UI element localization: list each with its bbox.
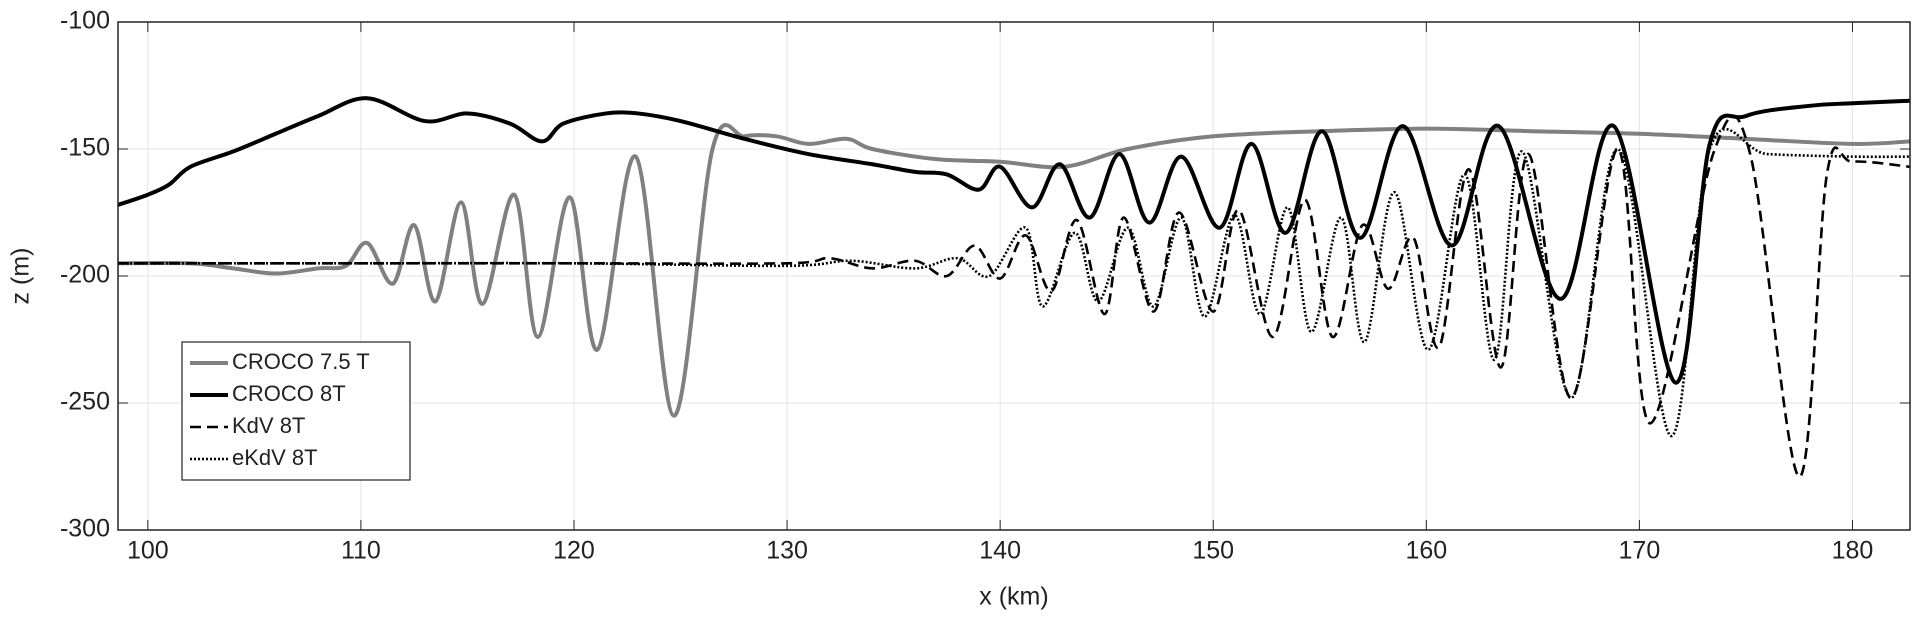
data-line bbox=[118, 114, 1910, 478]
plot-frame bbox=[117, 21, 1911, 531]
data-line bbox=[118, 123, 1910, 418]
x-tick-label: 100 bbox=[127, 537, 169, 565]
y-axis-label: z (m) bbox=[7, 248, 35, 305]
y-tick-label: -300 bbox=[60, 515, 110, 543]
legend-label: CROCO 8T bbox=[232, 381, 346, 406]
data-line bbox=[118, 127, 1910, 438]
x-tick-label: 160 bbox=[1405, 537, 1447, 565]
x-axis-label: x (km) bbox=[979, 583, 1048, 611]
y-tick-label: -250 bbox=[60, 388, 110, 416]
x-tick-label: 130 bbox=[766, 537, 808, 565]
x-tick-label: 120 bbox=[553, 537, 595, 565]
legend-label: CROCO 7.5 T bbox=[232, 349, 370, 374]
y-tick-label: -150 bbox=[60, 134, 110, 162]
legend-label: KdV 8T bbox=[232, 413, 305, 438]
x-tick-label: 170 bbox=[1619, 537, 1661, 565]
y-tick-label: -200 bbox=[60, 261, 110, 289]
legend-label: eKdV 8T bbox=[232, 445, 318, 470]
x-tick-label: 110 bbox=[341, 537, 381, 565]
y-tick-label: -100 bbox=[60, 7, 110, 35]
x-tick-label: 150 bbox=[1192, 537, 1234, 565]
x-tick-label: 180 bbox=[1832, 537, 1874, 565]
data-line bbox=[118, 96, 1910, 385]
x-tick-label: 140 bbox=[979, 537, 1021, 565]
